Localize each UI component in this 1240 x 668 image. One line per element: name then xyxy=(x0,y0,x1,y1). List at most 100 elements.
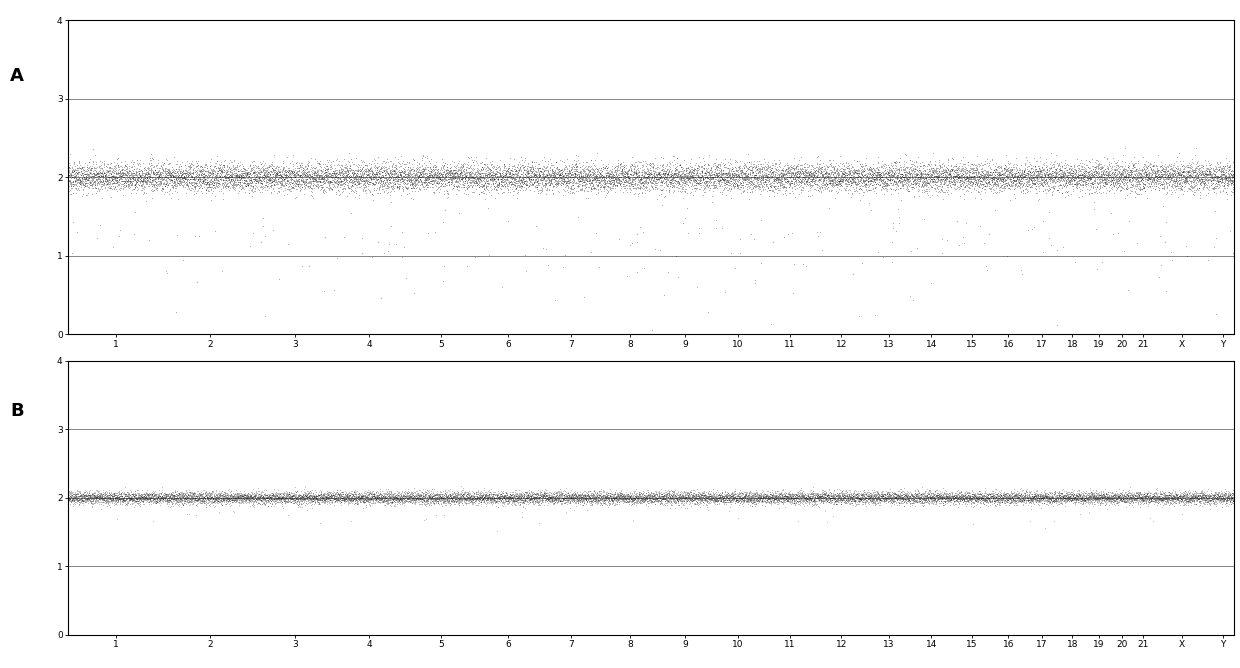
Point xyxy=(511,159,531,170)
Point xyxy=(967,490,987,501)
Point xyxy=(445,494,465,504)
Point xyxy=(712,496,732,506)
Point xyxy=(707,495,727,506)
Point xyxy=(853,493,873,504)
Point xyxy=(539,172,559,183)
Point xyxy=(1126,187,1146,198)
Point xyxy=(591,486,611,497)
Point xyxy=(159,492,179,502)
Point xyxy=(1058,172,1078,183)
Point xyxy=(99,496,119,507)
Point xyxy=(942,488,962,498)
Point xyxy=(768,177,787,188)
Point xyxy=(744,172,764,182)
Point xyxy=(381,167,401,178)
Point xyxy=(237,169,257,180)
Point xyxy=(94,492,114,502)
Point xyxy=(862,171,882,182)
Point xyxy=(489,171,508,182)
Point xyxy=(470,189,490,200)
Point xyxy=(634,168,653,178)
Point xyxy=(1014,166,1034,177)
Point xyxy=(835,171,854,182)
Point xyxy=(448,181,467,192)
Point xyxy=(1106,494,1126,504)
Point xyxy=(890,173,910,184)
Point xyxy=(1105,170,1125,181)
Point xyxy=(629,492,649,502)
Point xyxy=(487,496,507,507)
Point xyxy=(641,172,661,183)
Point xyxy=(290,160,310,170)
Point xyxy=(510,492,529,502)
Point xyxy=(1147,494,1167,504)
Point xyxy=(672,182,692,193)
Point xyxy=(1053,170,1073,180)
Point xyxy=(289,490,309,501)
Point xyxy=(671,170,691,181)
Point xyxy=(1208,176,1228,186)
Point xyxy=(265,165,285,176)
Point xyxy=(1008,179,1028,190)
Point xyxy=(360,170,379,181)
Point xyxy=(394,494,414,504)
Point xyxy=(135,164,155,174)
Point xyxy=(362,177,382,188)
Point xyxy=(862,498,882,508)
Point xyxy=(544,492,564,503)
Point xyxy=(775,181,795,192)
Point xyxy=(997,496,1017,507)
Point xyxy=(951,172,971,182)
Point xyxy=(755,162,775,172)
Point xyxy=(1022,494,1042,504)
Point xyxy=(78,160,98,170)
Point xyxy=(1153,183,1173,194)
Point xyxy=(807,488,827,499)
Point xyxy=(306,490,326,501)
Point xyxy=(1083,166,1102,176)
Point xyxy=(98,487,118,498)
Point xyxy=(701,497,720,508)
Point xyxy=(1169,492,1189,503)
Point xyxy=(429,168,449,179)
Point xyxy=(283,496,303,506)
Point xyxy=(1204,496,1224,507)
Point xyxy=(1094,173,1114,184)
Point xyxy=(573,185,593,196)
Point xyxy=(125,496,145,506)
Point xyxy=(866,168,885,179)
Point xyxy=(1194,177,1214,188)
Point xyxy=(645,490,665,500)
Point xyxy=(114,486,134,497)
Point xyxy=(496,492,516,502)
Point xyxy=(1182,165,1202,176)
Point xyxy=(314,188,334,198)
Point xyxy=(518,165,538,176)
Point xyxy=(1024,494,1044,504)
Point xyxy=(93,494,113,504)
Point xyxy=(1126,175,1146,186)
Point xyxy=(226,173,246,184)
Point xyxy=(846,183,866,194)
Point xyxy=(221,487,241,498)
Point xyxy=(866,498,885,508)
Point xyxy=(894,179,914,190)
Point xyxy=(368,188,388,198)
Point xyxy=(355,167,374,178)
Point xyxy=(709,488,729,499)
Point xyxy=(257,492,277,503)
Point xyxy=(656,166,676,176)
Point xyxy=(553,166,573,177)
Point xyxy=(1063,176,1083,186)
Point xyxy=(520,162,539,172)
Point xyxy=(216,171,236,182)
Point xyxy=(413,488,433,498)
Point xyxy=(925,183,945,194)
Point xyxy=(286,486,306,497)
Point xyxy=(619,168,639,179)
Point xyxy=(508,492,528,502)
Point xyxy=(459,490,479,500)
Point xyxy=(210,489,229,500)
Point xyxy=(884,178,904,189)
Point xyxy=(402,493,422,504)
